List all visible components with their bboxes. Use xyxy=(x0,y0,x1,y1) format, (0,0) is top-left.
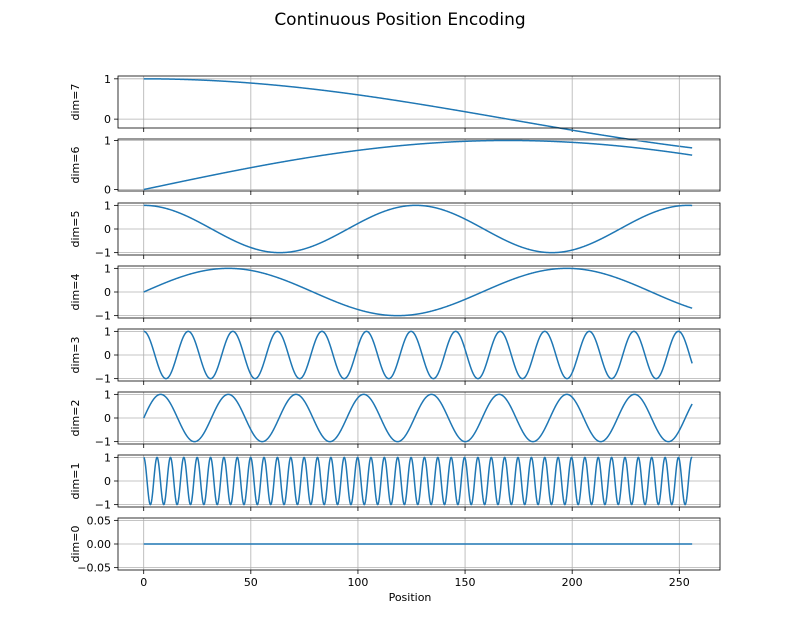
subplot-dim-2: −1 0 1 dim=2 xyxy=(69,388,721,449)
axes-frame xyxy=(117,328,721,382)
y-tick-label: 0 xyxy=(104,475,111,488)
subplot-dim-5: −1 0 1 dim=5 xyxy=(69,199,721,260)
x-tick-label: 0 xyxy=(140,576,147,589)
y-axis-label: dim=7 xyxy=(69,84,82,121)
y-tick-label: 0.05 xyxy=(87,514,112,527)
y-tick-label: 0 xyxy=(104,223,111,236)
y-tick-label: 0 xyxy=(104,286,111,299)
series-line xyxy=(143,204,693,254)
subplot-dim-1: −1 0 1 dim=1 xyxy=(69,451,721,512)
y-tick-label: −1 xyxy=(95,499,111,512)
y-tick-label: 0 xyxy=(104,184,111,197)
x-tick-label: 250 xyxy=(669,576,690,589)
x-tick-label: 100 xyxy=(347,576,368,589)
y-axis-label: dim=3 xyxy=(69,337,82,374)
y-tick-label: 0 xyxy=(104,349,111,362)
chart-title: Continuous Position Encoding xyxy=(274,10,525,30)
y-tick-label: 0 xyxy=(104,412,111,425)
y-tick-label: 0.00 xyxy=(87,538,112,551)
subplot-stack: 0 1 dim=7 0 1 dim=6 −1 0 1 dim=5 −1 0 1 dim=4 −1 0 1 dim=… xyxy=(69,73,721,589)
x-tick-label: 150 xyxy=(455,576,476,589)
series-line xyxy=(143,139,693,191)
subplot-dim-3: −1 0 1 dim=3 xyxy=(69,325,721,386)
subplot-dim-6: 0 1 dim=6 xyxy=(69,134,721,197)
y-tick-label: 0 xyxy=(104,113,111,126)
y-axis-label: dim=6 xyxy=(69,147,82,184)
y-tick-label: −1 xyxy=(95,310,111,323)
y-axis-label: dim=0 xyxy=(69,526,82,563)
y-tick-label: 1 xyxy=(104,134,111,147)
x-tick-label: 50 xyxy=(244,576,258,589)
series-line xyxy=(143,456,693,506)
series-line xyxy=(143,267,693,317)
series-line xyxy=(143,393,693,443)
axes-frame xyxy=(117,75,721,129)
y-tick-label: −1 xyxy=(95,436,111,449)
subplot-dim-4: −1 0 1 dim=4 xyxy=(69,262,721,323)
y-tick-label: 1 xyxy=(104,199,111,212)
axes-frame xyxy=(117,454,721,508)
subplot-dim-7: 0 1 dim=7 xyxy=(69,73,721,149)
y-axis-label: dim=2 xyxy=(69,400,82,437)
y-tick-label: 1 xyxy=(104,325,111,338)
series-line xyxy=(143,330,693,380)
axes-frame xyxy=(117,391,721,445)
series-line xyxy=(143,78,693,149)
y-axis-label: dim=1 xyxy=(69,463,82,500)
y-tick-label: −0.05 xyxy=(77,562,111,575)
axes-frame xyxy=(117,517,721,571)
y-tick-label: −1 xyxy=(95,247,111,260)
y-tick-label: −1 xyxy=(95,373,111,386)
y-axis-label: dim=4 xyxy=(69,274,82,311)
y-tick-label: 1 xyxy=(104,451,111,464)
axes-frame xyxy=(117,138,721,192)
x-tick-label: 200 xyxy=(562,576,583,589)
y-axis-label: dim=5 xyxy=(69,211,82,248)
x-axis-label: Position xyxy=(389,591,432,604)
axes-frame xyxy=(117,265,721,319)
y-tick-label: 1 xyxy=(104,262,111,275)
subplot-dim-0: −0.05 0.00 0.05 dim=0 0 50 100 150 200 250 xyxy=(69,514,721,589)
y-tick-label: 1 xyxy=(104,73,111,86)
y-tick-label: 1 xyxy=(104,388,111,401)
axes-frame xyxy=(117,202,721,256)
